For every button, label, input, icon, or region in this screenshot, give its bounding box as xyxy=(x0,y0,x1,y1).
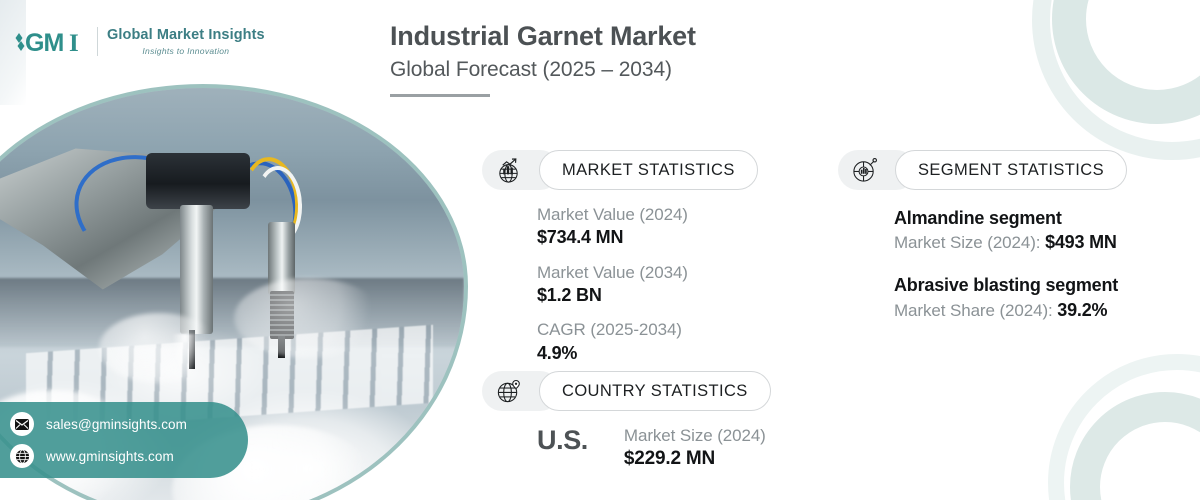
decorative-ring-bottom-right-inner xyxy=(1070,392,1200,500)
market-stat-label: CAGR (2025-2034) xyxy=(537,320,682,340)
country-name: U.S. xyxy=(537,425,588,455)
segment-name: Abrasive blasting segment xyxy=(894,275,1119,296)
segment-metric-label: Market Share (2024): xyxy=(894,300,1058,320)
segment-metric-value: $493 MN xyxy=(1045,232,1117,253)
market-statistics-header: MARKET STATISTICS xyxy=(482,150,758,190)
section-segment-statistics: SEGMENT STATISTICS Almandine segment Mar… xyxy=(838,150,1127,340)
segment-stat-item: Almandine segment Market Size (2024): $4… xyxy=(894,206,1127,255)
globe-pin-icon xyxy=(485,378,531,405)
contact-website-text: www.gminsights.com xyxy=(46,448,174,464)
country-stat: Market Size (2024) $229.2 MN xyxy=(624,425,766,472)
market-statistics-label: MARKET STATISTICS xyxy=(539,150,758,190)
decorative-ring-bottom-right-outer xyxy=(1048,354,1200,500)
segment-metric-value: 39.2% xyxy=(1057,299,1108,320)
photo-secondary-nozzle xyxy=(268,221,296,296)
brand-name: Global Market Insights xyxy=(107,26,265,43)
title-block: Industrial Garnet Market Global Forecast… xyxy=(390,20,696,98)
contact-panel: sales@gminsights.com www.gminsights.com xyxy=(0,402,248,478)
segment-metric-line: Market Size (2024): $493 MN xyxy=(894,230,1127,255)
svg-text:GM: GM xyxy=(25,29,63,57)
globe-icon xyxy=(10,444,34,468)
pie-chart-icon xyxy=(841,157,887,184)
segment-name: Almandine segment xyxy=(894,208,1062,228)
segment-stat-item: Abrasive blasting segment Market Share (… xyxy=(894,273,1127,322)
segment-statistics-header: SEGMENT STATISTICS xyxy=(838,150,1127,190)
contact-website-row[interactable]: www.gminsights.com xyxy=(10,444,230,468)
page-title: Industrial Garnet Market xyxy=(390,21,696,51)
market-stat-label: Market Value (2024) xyxy=(537,205,688,224)
market-stat-value: $1.2 BN xyxy=(537,284,602,305)
brand-tagline: Insights to Innovation xyxy=(142,45,230,56)
country-stat-value: $229.2 MN xyxy=(623,448,716,470)
country-statistics-label: COUNTRY STATISTICS xyxy=(539,371,771,411)
market-stat-value: $734.4 MN xyxy=(537,227,624,248)
envelope-icon xyxy=(10,412,34,436)
photo-motor-head xyxy=(145,152,250,209)
globe-chart-icon xyxy=(485,157,531,184)
country-statistics-header: COUNTRY STATISTICS xyxy=(482,371,771,411)
photo-cutting-nozzle xyxy=(179,204,214,335)
contact-email-text: sales@gminsights.com xyxy=(46,416,188,432)
gmi-logo-mark: GM I xyxy=(15,29,79,57)
segment-metric-line: Market Share (2024): 39.2% xyxy=(894,298,1127,323)
market-stat-label: Market Value (2034) xyxy=(537,262,688,282)
segment-statistics-label: SEGMENT STATISTICS xyxy=(895,150,1127,190)
photo-nozzle-coil xyxy=(269,291,294,339)
market-stat-item: Market Value (2024) $734.4 MN xyxy=(537,204,758,250)
section-market-statistics: MARKET STATISTICS Market Value (2024) $7… xyxy=(482,150,758,377)
decorative-ring-top-right-inner xyxy=(1052,0,1200,124)
page-subtitle: Global Forecast (2025 – 2034) xyxy=(390,58,672,82)
country-statistics-body: U.S. Market Size (2024) $229.2 MN xyxy=(482,425,771,472)
decorative-ring-top-right-outer xyxy=(1032,0,1200,160)
photo-coil-tip xyxy=(277,336,285,358)
photo-water-jet-stream xyxy=(171,334,198,381)
section-country-statistics: COUNTRY STATISTICS U.S. Market Size (202… xyxy=(482,371,771,472)
brand-logo[interactable]: GM I Global Market Insights Insights to … xyxy=(14,24,265,58)
country-stat-label: Market Size (2024) xyxy=(623,426,766,445)
contact-email-row[interactable]: sales@gminsights.com xyxy=(10,412,230,436)
svg-text:I: I xyxy=(69,30,79,57)
market-statistics-list: Market Value (2024) $734.4 MN Market Val… xyxy=(482,204,758,365)
market-stat-value: 4.9% xyxy=(537,342,578,363)
segment-statistics-list: Almandine segment Market Size (2024): $4… xyxy=(838,206,1127,322)
segment-metric-label: Market Size (2024): xyxy=(894,233,1046,253)
title-underline xyxy=(390,94,490,98)
market-stat-item: Market Value (2034) $1.2 BN xyxy=(537,262,758,308)
market-stat-item: CAGR (2025-2034) 4.9% xyxy=(537,319,758,365)
